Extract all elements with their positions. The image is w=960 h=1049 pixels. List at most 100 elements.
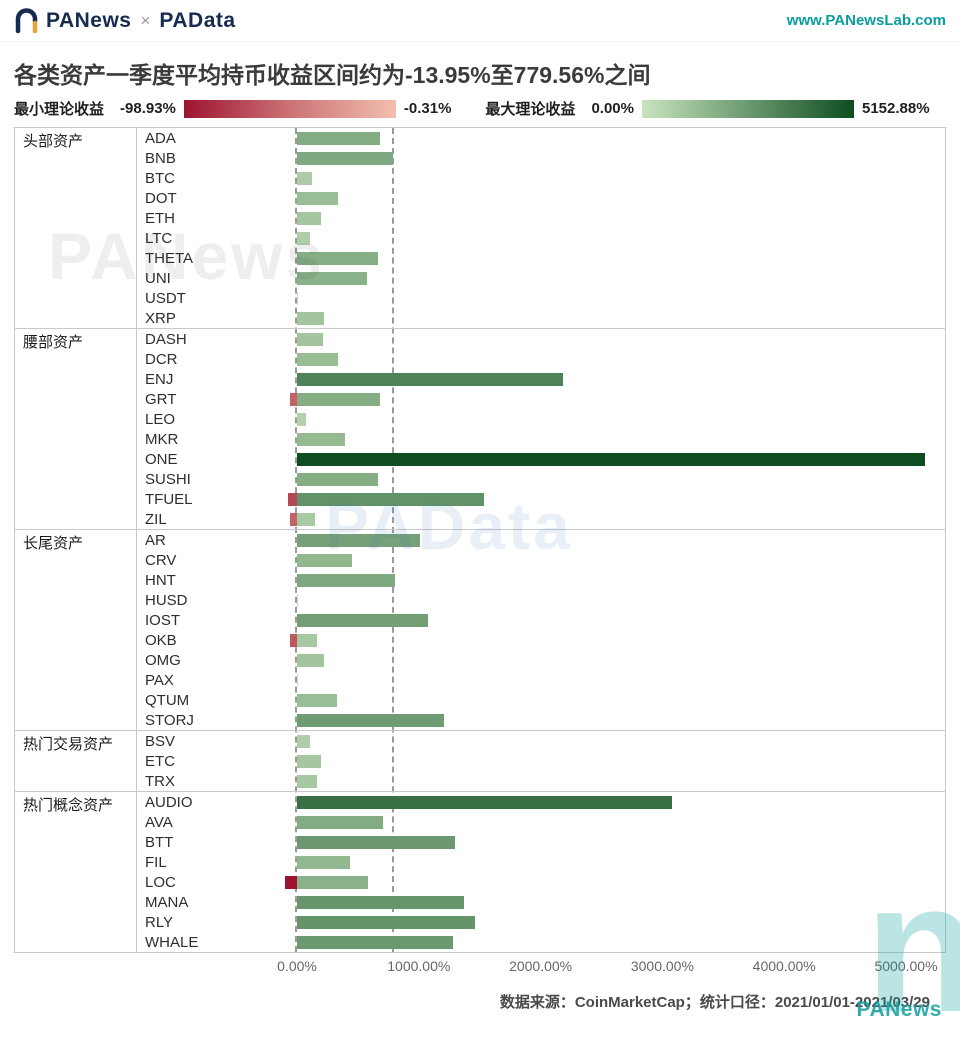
- asset-label: BTT: [145, 833, 174, 851]
- min-return-bar: [290, 393, 297, 406]
- data-source-note: 数据来源：CoinMarketCap；统计口径：2021/01/01-2021/…: [499, 994, 930, 1011]
- asset-label: LEO: [145, 410, 176, 428]
- asset-row: OMG: [137, 650, 945, 670]
- asset-label: ZIL: [145, 510, 167, 528]
- max-return-bar: [297, 836, 455, 849]
- asset-row: DASH: [137, 329, 945, 349]
- max-return-bar: [297, 513, 316, 526]
- max-return-bar: [297, 714, 444, 727]
- asset-row: AUDIO: [137, 792, 945, 812]
- max-return-bar: [297, 232, 311, 245]
- asset-label: WHALE: [145, 933, 199, 951]
- asset-label: LOC: [145, 873, 176, 891]
- max-return-bar: [297, 614, 428, 627]
- asset-row: MKR: [137, 429, 945, 449]
- max-return-bar: [297, 896, 464, 909]
- asset-label: FIL: [145, 853, 167, 871]
- asset-row: ONE: [137, 449, 945, 469]
- asset-label: GRT: [145, 390, 177, 408]
- asset-plot: [225, 590, 945, 610]
- max-return-bar: [297, 634, 318, 647]
- asset-label: BTC: [145, 169, 175, 187]
- asset-label: RLY: [145, 913, 174, 931]
- max-return-bar: [297, 755, 321, 768]
- asset-plot: [225, 710, 945, 730]
- asset-row: AR: [137, 530, 945, 550]
- asset-row: MANA: [137, 892, 945, 912]
- max-return-bar: [297, 333, 324, 346]
- asset-row: DCR: [137, 349, 945, 369]
- asset-row: WHALE: [137, 932, 945, 952]
- legend-max-gradient-bar: [641, 99, 854, 118]
- max-return-bar: [297, 775, 318, 788]
- legend-min-start-value: -98.93%: [120, 100, 176, 117]
- website-link[interactable]: www.PANewsLab.com: [786, 12, 946, 29]
- asset-plot: [225, 832, 945, 852]
- asset-label: TRX: [145, 772, 175, 790]
- max-return-bar: [297, 574, 396, 587]
- asset-plot: [225, 308, 945, 328]
- group-rows: AR CRV HNT HUSD IOST OKB OMG PAX QTUM STORJ: [137, 530, 945, 730]
- legend-max-start-value: 0.00%: [591, 100, 634, 117]
- asset-label: DCR: [145, 350, 178, 368]
- asset-row: USDT: [137, 288, 945, 308]
- group-label: 长尾资产: [15, 530, 137, 730]
- group-label: 热门概念资产: [15, 792, 137, 952]
- asset-plot: [225, 812, 945, 832]
- asset-row: ETC: [137, 751, 945, 771]
- asset-label: ADA: [145, 129, 176, 147]
- asset-label: SUSHI: [145, 470, 191, 488]
- asset-label: AUDIO: [145, 793, 193, 811]
- asset-row: GRT: [137, 389, 945, 409]
- max-return-bar: [297, 152, 394, 165]
- asset-plot: [225, 792, 945, 812]
- asset-plot: [225, 912, 945, 932]
- group-rows: DASH DCR ENJ GRT LEO MKR ONE SUSHI TFUEL ZIL: [137, 329, 945, 529]
- max-return-bar: [297, 272, 368, 285]
- asset-row: THETA: [137, 248, 945, 268]
- asset-plot: [225, 570, 945, 590]
- asset-label: ONE: [145, 450, 178, 468]
- max-return-bar: [297, 252, 378, 265]
- asset-plot: [225, 449, 945, 469]
- asset-group: 头部资产 ADA BNB BTC DOT ETH LTC THETA UNI USDT XRP: [15, 128, 945, 329]
- x-axis: 0.00% 1000.00% 2000.00% 3000.00% 4000.00% 500…: [225, 953, 945, 977]
- legend-min-label: 最小理论收益: [14, 101, 105, 118]
- brand-separator-icon: ×: [140, 10, 151, 30]
- legend-min-end-value: -0.31%: [403, 100, 452, 117]
- asset-label: OMG: [145, 651, 181, 669]
- asset-row: ZIL: [137, 509, 945, 529]
- asset-plot: [225, 148, 945, 168]
- asset-plot: [225, 288, 945, 308]
- asset-label: QTUM: [145, 691, 190, 709]
- max-return-bar: [297, 594, 299, 607]
- x-tick-label: 2000.00%: [509, 958, 573, 974]
- asset-plot: [225, 469, 945, 489]
- asset-label: USDT: [145, 289, 186, 307]
- asset-label: ETC: [145, 752, 175, 770]
- max-return-bar: [297, 534, 421, 547]
- asset-label: AVA: [145, 813, 173, 831]
- asset-row: FIL: [137, 852, 945, 872]
- max-return-bar: [297, 132, 380, 145]
- bar-chart: 头部资产 ADA BNB BTC DOT ETH LTC THETA UNI USDT XRP 腰部资…: [14, 127, 946, 953]
- asset-plot: [225, 228, 945, 248]
- max-return-bar: [297, 393, 380, 406]
- asset-row: LTC: [137, 228, 945, 248]
- max-return-bar: [297, 916, 475, 929]
- max-return-bar: [297, 816, 383, 829]
- group-rows: ADA BNB BTC DOT ETH LTC THETA UNI USDT XRP: [137, 128, 945, 328]
- page-title: 各类资产一季度平均持币收益区间约为-13.95%至779.56%之间: [14, 62, 651, 88]
- min-return-bar: [289, 634, 297, 647]
- asset-group: 腰部资产 DASH DCR ENJ GRT LEO MKR ONE SUSHI TFUEL ZIL: [15, 329, 945, 530]
- asset-label: THETA: [145, 249, 194, 267]
- max-return-bar: [297, 353, 338, 366]
- asset-row: SUSHI: [137, 469, 945, 489]
- asset-label: IOST: [145, 611, 181, 629]
- brand-padata: PAData: [159, 8, 236, 32]
- max-return-bar: [297, 674, 299, 687]
- asset-plot: [225, 892, 945, 912]
- max-return-bar: [297, 876, 368, 889]
- asset-plot: [225, 268, 945, 288]
- asset-row: ADA: [137, 128, 945, 148]
